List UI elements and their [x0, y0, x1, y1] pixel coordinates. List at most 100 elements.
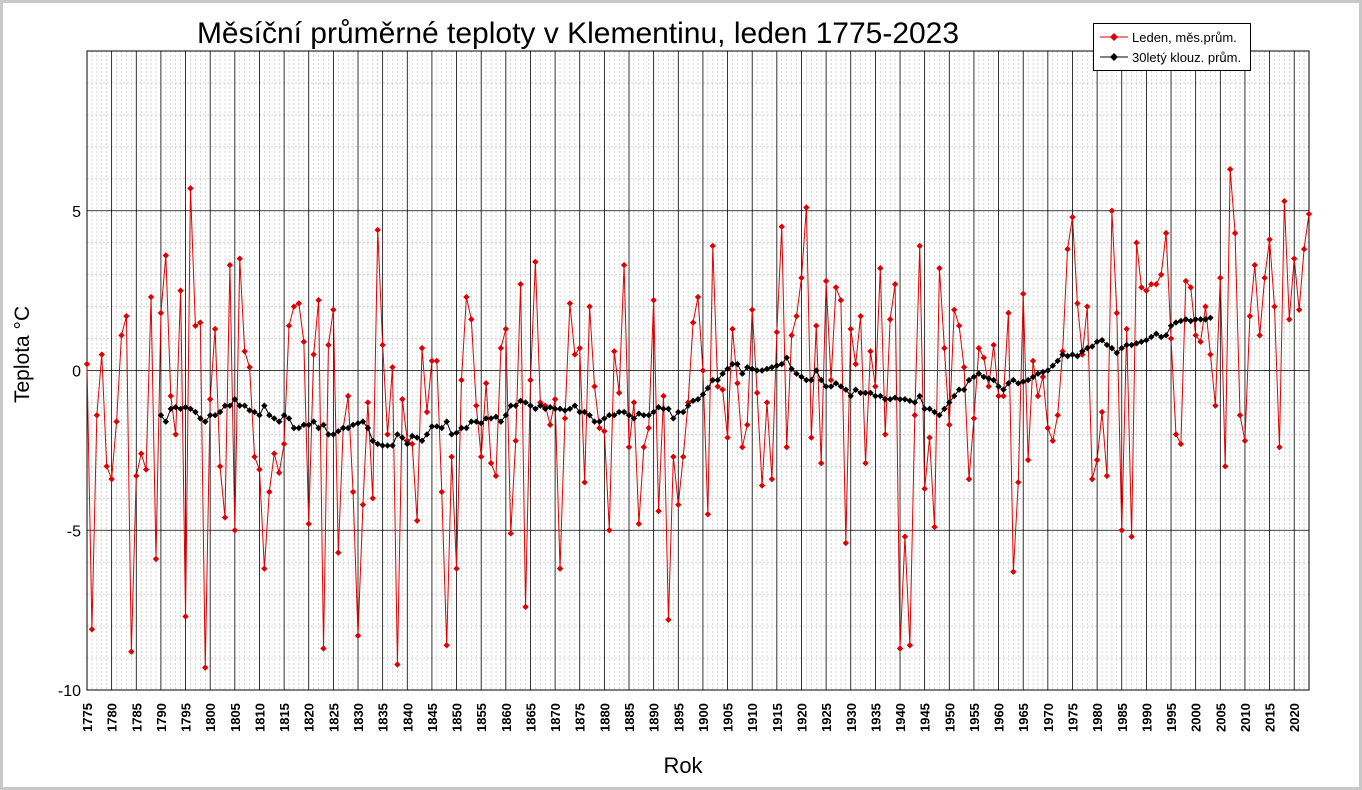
x-tick-label: 1795	[179, 703, 194, 732]
data-point	[1034, 392, 1042, 400]
data-point	[586, 303, 593, 310]
data-point	[773, 328, 781, 336]
data-point	[1162, 229, 1170, 237]
data-point	[556, 405, 564, 413]
data-point	[320, 645, 327, 652]
x-tick-label: 1990	[1139, 703, 1154, 732]
data-point	[428, 357, 436, 365]
data-point	[1246, 312, 1254, 320]
data-point	[88, 626, 96, 633]
data-point	[527, 376, 534, 384]
data-point	[842, 539, 850, 547]
data-point	[340, 424, 347, 432]
data-point	[497, 418, 505, 425]
data-point	[620, 408, 628, 416]
data-point	[1108, 344, 1116, 352]
data-point	[275, 418, 283, 425]
data-point	[128, 648, 135, 655]
data-point	[630, 399, 638, 406]
data-point	[606, 527, 613, 534]
data-point	[487, 459, 495, 467]
data-point	[325, 431, 332, 438]
y-tick-labels: -10 -5 0 5	[58, 204, 81, 700]
data-point	[359, 418, 367, 425]
data-point	[817, 459, 825, 467]
data-point	[694, 396, 702, 403]
data-point	[561, 415, 569, 422]
data-point	[936, 412, 943, 419]
data-point	[926, 405, 933, 413]
data-point	[192, 322, 199, 329]
data-point	[246, 364, 253, 371]
data-point	[202, 664, 209, 671]
data-point	[827, 383, 835, 390]
data-point	[1187, 317, 1194, 325]
data-point	[709, 376, 716, 384]
data-point	[477, 453, 485, 460]
data-point	[216, 408, 224, 416]
data-point	[236, 255, 243, 262]
data-point	[211, 412, 219, 419]
data-point	[1103, 472, 1111, 480]
data-point	[955, 322, 963, 329]
data-point	[1182, 316, 1190, 323]
x-tick-label: 1945	[918, 703, 933, 732]
data-point	[872, 383, 879, 390]
data-point	[734, 380, 741, 387]
data-point	[615, 408, 623, 416]
data-point	[980, 373, 987, 381]
data-point	[1118, 344, 1125, 352]
data-point	[1000, 392, 1007, 400]
data-point	[1162, 332, 1170, 339]
data-point	[1251, 261, 1258, 269]
data-point	[409, 440, 416, 448]
data-point	[1177, 440, 1185, 448]
data-point	[946, 399, 953, 406]
data-point	[1108, 207, 1116, 214]
data-point	[320, 421, 327, 429]
data-point	[911, 412, 919, 419]
data-point	[611, 412, 618, 419]
data-point	[1020, 378, 1027, 385]
data-point	[965, 475, 973, 483]
data-point	[630, 415, 638, 422]
data-point	[990, 341, 997, 349]
x-tick-label: 1775	[80, 703, 95, 732]
data-point	[680, 408, 687, 416]
data-point	[1133, 239, 1140, 246]
data-point	[310, 418, 317, 425]
data-point	[315, 424, 322, 432]
data-point	[275, 469, 283, 476]
data-point	[724, 434, 731, 441]
data-point	[1222, 463, 1229, 470]
x-tick-label: 1820	[302, 703, 317, 732]
data-point	[768, 475, 776, 483]
data-point	[704, 511, 712, 518]
x-tick-label: 1885	[622, 703, 637, 732]
data-point	[867, 389, 874, 397]
legend-item-moving-average: 30letý klouz. prům.	[1100, 48, 1241, 66]
data-point	[556, 565, 564, 572]
data-point	[660, 392, 667, 400]
legend: Leden, měs.prům. 30letý klouz. prům.	[1093, 23, 1251, 71]
legend-label-moving-average: 30letý klouz. prům.	[1132, 49, 1242, 65]
data-point	[763, 365, 771, 373]
data-point	[749, 306, 756, 313]
x-tick-label: 1915	[770, 703, 785, 732]
data-point	[216, 463, 224, 470]
data-point	[1187, 284, 1194, 291]
data-point	[300, 421, 308, 429]
data-point	[384, 431, 391, 438]
data-point	[517, 281, 524, 288]
x-tick-label: 1895	[671, 703, 686, 732]
data-point	[822, 383, 830, 390]
data-point	[532, 405, 539, 413]
x-tick-label: 1950	[942, 703, 957, 732]
data-point	[684, 402, 692, 409]
data-point	[586, 412, 593, 419]
data-point	[1281, 197, 1288, 205]
data-point	[364, 424, 372, 432]
x-tick-label: 1930	[844, 703, 859, 732]
data-point	[1000, 386, 1007, 393]
data-point	[620, 261, 628, 269]
